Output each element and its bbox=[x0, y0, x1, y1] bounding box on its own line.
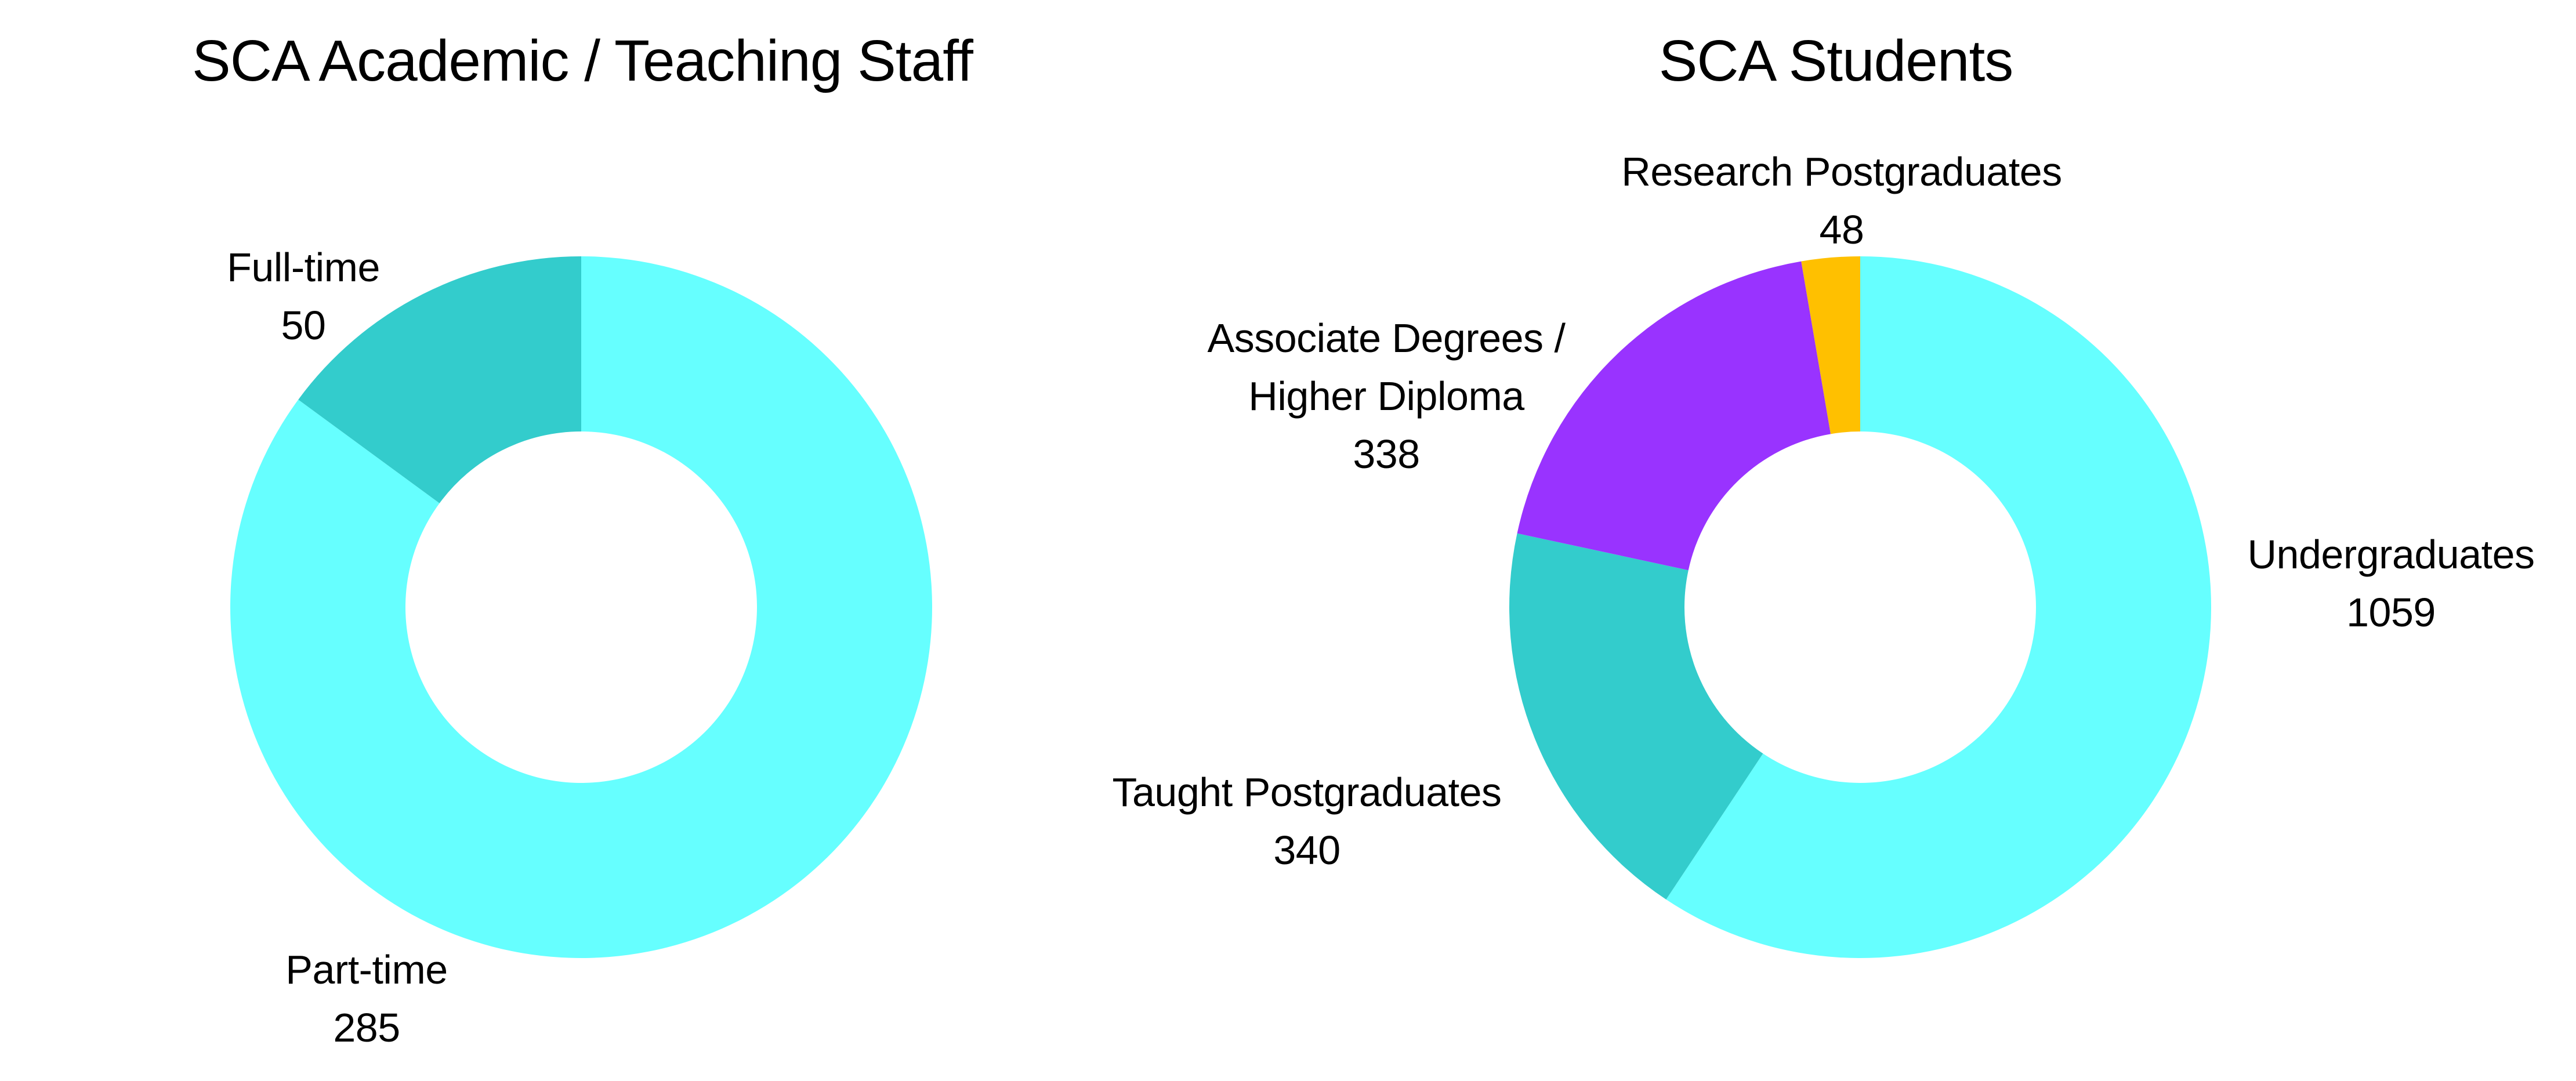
label-taught-name: Taught Postgraduates bbox=[1112, 770, 1502, 815]
label-taught-postgraduates: Taught Postgraduates 340 bbox=[1112, 763, 1502, 879]
label-associate-name-line1: Associate Degrees / bbox=[1207, 315, 1566, 361]
label-full-time-value: 50 bbox=[281, 303, 326, 348]
label-research-name: Research Postgraduates bbox=[1621, 149, 2062, 194]
label-part-time: Part-time 285 bbox=[285, 941, 448, 1057]
label-associate-value: 338 bbox=[1353, 431, 1420, 477]
label-part-time-name: Part-time bbox=[285, 947, 448, 992]
label-full-time-name: Full-time bbox=[227, 245, 380, 290]
staff-donut bbox=[230, 256, 932, 958]
label-research-postgraduates: Research Postgraduates 48 bbox=[1621, 143, 2062, 259]
label-taught-value: 340 bbox=[1273, 828, 1340, 873]
donut-slice-associate-degrees-higher-diploma bbox=[1517, 261, 1831, 571]
label-undergrad-name: Undergraduates bbox=[2247, 532, 2535, 577]
students-donut bbox=[1509, 256, 2211, 958]
label-undergrad-value: 1059 bbox=[2346, 590, 2436, 635]
students-chart-title: SCA Students bbox=[1658, 28, 2014, 93]
donut-slice-undergraduates bbox=[1666, 256, 2211, 958]
donut-slice-taught-postgraduates bbox=[1509, 533, 1763, 900]
label-associate-name-line2: Higher Diploma bbox=[1248, 373, 1524, 419]
label-full-time: Full-time 50 bbox=[227, 238, 380, 354]
donut-slice-part-time bbox=[230, 256, 932, 958]
label-undergraduates: Undergraduates 1059 bbox=[2248, 525, 2535, 641]
label-associate-degrees: Associate Degrees / Higher Diploma 338 bbox=[1208, 309, 1566, 483]
donut-slice-full-time bbox=[298, 256, 581, 503]
staff-chart-title: SCA Academic / Teaching Staff bbox=[192, 28, 973, 93]
label-research-value: 48 bbox=[1819, 207, 1864, 252]
label-part-time-value: 285 bbox=[333, 1005, 400, 1050]
donut-slice-research-postgraduates bbox=[1801, 256, 1860, 434]
